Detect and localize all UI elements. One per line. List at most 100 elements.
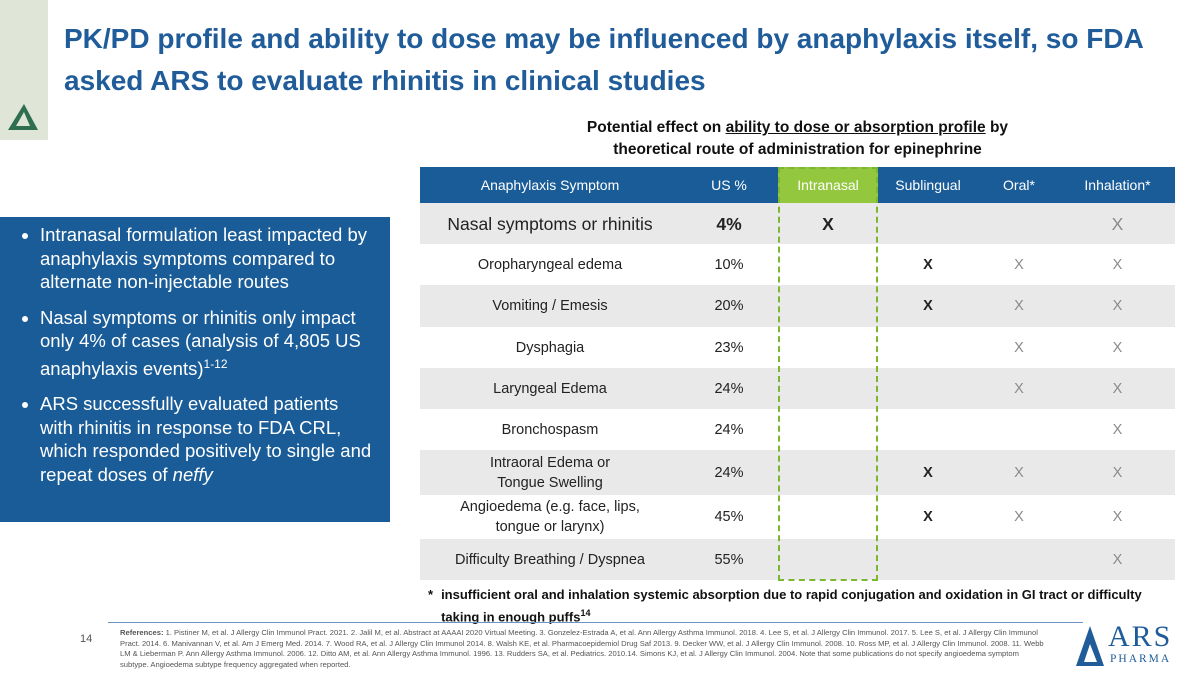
bullet-list: Intranasal formulation least impacted by… xyxy=(0,217,390,486)
route-cell: X xyxy=(1112,256,1123,273)
route-cell: X xyxy=(978,285,1060,327)
company-logo: ARS PHARMA xyxy=(1072,620,1192,670)
symptom-cell: Dysphagia xyxy=(515,339,585,356)
table-row: Laryngeal Edema 24% X X xyxy=(420,368,1175,409)
table-row: Nasal symptoms or rhinitis 4% X X xyxy=(420,203,1175,244)
highlight-box: Intranasal formulation least impacted by… xyxy=(0,217,390,522)
corner-logo xyxy=(8,104,38,130)
route-cell: X xyxy=(923,509,933,525)
percent-cell: 45% xyxy=(714,509,744,525)
logo-tagline: PHARMA xyxy=(1110,653,1172,665)
references-label: References: xyxy=(120,628,164,637)
table-caption: Potential effect on ability to dose or a… xyxy=(555,117,1040,161)
symptom-cell: Laryngeal Edema xyxy=(420,368,680,409)
bullet: Nasal symptoms or rhinitis only impact o… xyxy=(40,306,376,381)
route-cell: X xyxy=(1060,450,1175,495)
percent-cell: 55% xyxy=(680,539,778,580)
route-cell: X xyxy=(978,450,1060,495)
column-header: Anaphylaxis Symptom xyxy=(420,167,680,203)
caption-text: by theoretical route of administration f… xyxy=(613,119,1009,158)
column-header: US % xyxy=(680,167,778,203)
product-name: neffy xyxy=(172,463,213,485)
route-cell: X xyxy=(1014,256,1024,273)
table-row: Vomiting / Emesis 20% X X X xyxy=(420,285,1175,327)
bullet: ARS successfully evaluated patients with… xyxy=(40,392,376,486)
percent-cell: 4% xyxy=(680,203,778,244)
symptom-table: Anaphylaxis Symptom US % Intranasal Subling… xyxy=(420,167,1175,580)
citation: 1-12 xyxy=(203,356,228,371)
route-cell: X xyxy=(1112,421,1123,438)
route-cell xyxy=(878,409,978,450)
percent-cell: 20% xyxy=(680,285,778,327)
header-row: Anaphylaxis Symptom US % Intranasal Subling… xyxy=(420,167,1175,203)
intranasal-highlight xyxy=(778,167,878,581)
footnote-text: insufficient oral and inhalation systemi… xyxy=(441,587,1142,625)
route-cell: X xyxy=(1060,203,1175,244)
percent-cell: 10% xyxy=(714,256,744,273)
route-cell xyxy=(878,327,978,368)
route-cell: X xyxy=(1014,339,1024,356)
table-row: Intraoral Edema or Tongue Swelling 24% X X X xyxy=(420,450,1175,495)
route-cell xyxy=(978,539,1060,580)
table-row: Bronchospasm 24% X xyxy=(420,409,1175,450)
route-cell: X xyxy=(1060,368,1175,409)
symptom-cell: Nasal symptoms or rhinitis xyxy=(420,203,680,244)
route-cell: X xyxy=(878,285,978,327)
symptom-cell: Oropharyngeal edema xyxy=(477,256,623,273)
bullet-text: ARS successfully evaluated patients with… xyxy=(40,393,372,485)
symptom-cell: Difficulty Breathing / Dyspnea xyxy=(420,539,680,580)
route-cell xyxy=(778,539,878,580)
caption-underlined: ability to dose or absorption profile xyxy=(725,119,986,136)
bullet-text: Intranasal formulation least impacted by… xyxy=(40,224,368,292)
bullet-text: Nasal symptoms or rhinitis only impact o… xyxy=(40,306,361,379)
route-cell xyxy=(978,409,1060,450)
percent-cell: 24% xyxy=(680,368,778,409)
references: References: 1. Pistiner M, et al. J Alle… xyxy=(120,628,1045,670)
symptom-cell: Angioedema (e.g. face, lips, tongue or l… xyxy=(460,499,640,535)
column-header: Intranasal xyxy=(778,167,878,203)
route-cell xyxy=(878,539,978,580)
symptom-cell: Bronchospasm xyxy=(501,421,599,438)
route-cell: X xyxy=(1014,509,1024,525)
citation: 14 xyxy=(580,608,591,618)
route-cell: X xyxy=(1112,339,1123,356)
caption-text: Potential effect on xyxy=(586,119,726,136)
symptom-cell: Vomiting / Emesis xyxy=(420,285,680,327)
route-cell: X xyxy=(1060,285,1175,327)
route-cell: X xyxy=(778,203,878,244)
column-header: Sublingual xyxy=(878,167,978,203)
route-cell xyxy=(978,203,1060,244)
references-text: 1. Pistiner M, et al. J Allergy Clin Imm… xyxy=(120,628,1044,669)
table-body: Nasal symptoms or rhinitis 4% X X Oropharyng… xyxy=(420,203,1175,580)
route-cell xyxy=(878,368,978,409)
logo-icon xyxy=(1076,626,1104,666)
footer-rule xyxy=(108,622,1083,623)
footnote-marker: * xyxy=(428,587,434,602)
table-row: Difficulty Breathing / Dyspnea 55% X xyxy=(420,539,1175,580)
logo-triangle xyxy=(1076,626,1104,666)
logo-mark xyxy=(8,104,38,130)
percent-cell: 24% xyxy=(680,450,778,495)
table-row: Angioedema (e.g. face, lips, tongue or l… xyxy=(420,495,1175,539)
route-cell: X xyxy=(878,450,978,495)
bullet: Intranasal formulation least impacted by… xyxy=(40,223,376,294)
route-cell xyxy=(778,285,878,327)
route-cell xyxy=(778,450,878,495)
table-row: Dysphagia 23% X X xyxy=(420,327,1175,368)
column-header: Inhalation* xyxy=(1060,167,1175,203)
route-cell: X xyxy=(1060,539,1175,580)
route-cell xyxy=(778,368,878,409)
table-row: Oropharyngeal edema 10% X X X xyxy=(420,244,1175,285)
percent-cell: 24% xyxy=(714,421,744,438)
route-cell xyxy=(878,203,978,244)
slide-title: PK/PD profile and ability to dose may be… xyxy=(64,23,1143,96)
column-header: Oral* xyxy=(978,167,1060,203)
symptom-cell: Intraoral Edema or Tongue Swelling xyxy=(420,450,680,495)
percent-cell: 23% xyxy=(714,339,744,356)
footnote: * insufficient oral and inhalation system… xyxy=(428,586,1168,626)
route-cell: X xyxy=(978,368,1060,409)
side-strip xyxy=(0,0,48,140)
route-cell: X xyxy=(1112,509,1123,525)
logo-name: ARS xyxy=(1108,620,1173,653)
